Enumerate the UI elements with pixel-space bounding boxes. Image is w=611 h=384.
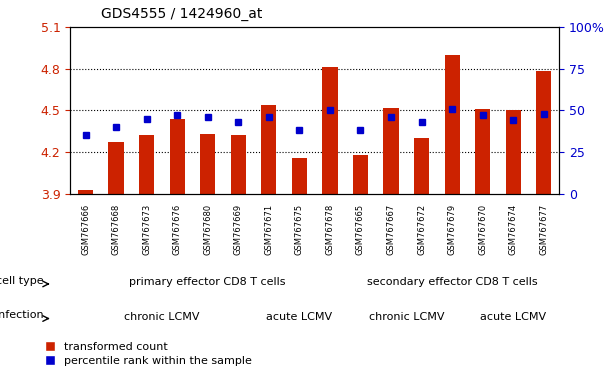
Text: GSM767679: GSM767679 xyxy=(448,204,456,255)
Bar xyxy=(414,138,429,194)
Bar xyxy=(475,109,491,194)
Bar xyxy=(506,111,521,194)
Bar xyxy=(384,108,399,194)
Bar xyxy=(231,136,246,194)
Bar xyxy=(323,67,338,194)
Text: GSM767665: GSM767665 xyxy=(356,204,365,255)
Text: GSM767666: GSM767666 xyxy=(81,204,90,255)
Text: GSM767676: GSM767676 xyxy=(173,204,181,255)
Text: primary effector CD8 T cells: primary effector CD8 T cells xyxy=(130,277,286,287)
Bar xyxy=(536,71,552,194)
Text: acute LCMV: acute LCMV xyxy=(266,312,332,322)
Text: GSM767673: GSM767673 xyxy=(142,204,151,255)
Bar xyxy=(292,158,307,194)
Text: cell type: cell type xyxy=(0,275,43,286)
Bar xyxy=(353,155,368,194)
Text: GSM767678: GSM767678 xyxy=(326,204,334,255)
Bar xyxy=(262,105,277,194)
Bar xyxy=(200,134,216,194)
Text: chronic LCMV: chronic LCMV xyxy=(124,312,200,322)
Bar xyxy=(109,142,124,194)
Text: acute LCMV: acute LCMV xyxy=(480,312,546,322)
Text: GDS4555 / 1424960_at: GDS4555 / 1424960_at xyxy=(101,7,262,21)
Bar xyxy=(170,119,185,194)
Text: GSM767680: GSM767680 xyxy=(203,204,212,255)
Text: GSM767670: GSM767670 xyxy=(478,204,487,255)
Text: GSM767671: GSM767671 xyxy=(265,204,273,255)
Text: GSM767668: GSM767668 xyxy=(112,204,120,255)
Legend: transformed count, percentile rank within the sample: transformed count, percentile rank withi… xyxy=(42,339,255,369)
Bar xyxy=(445,55,460,194)
Text: infection: infection xyxy=(0,310,43,320)
Text: GSM767674: GSM767674 xyxy=(509,204,518,255)
Text: chronic LCMV: chronic LCMV xyxy=(368,312,444,322)
Text: GSM767672: GSM767672 xyxy=(417,204,426,255)
Bar xyxy=(78,190,93,194)
Text: GSM767677: GSM767677 xyxy=(540,204,548,255)
Bar xyxy=(139,136,154,194)
Text: GSM767669: GSM767669 xyxy=(234,204,243,255)
Text: GSM767667: GSM767667 xyxy=(387,204,395,255)
Text: GSM767675: GSM767675 xyxy=(295,204,304,255)
Text: secondary effector CD8 T cells: secondary effector CD8 T cells xyxy=(367,277,538,287)
